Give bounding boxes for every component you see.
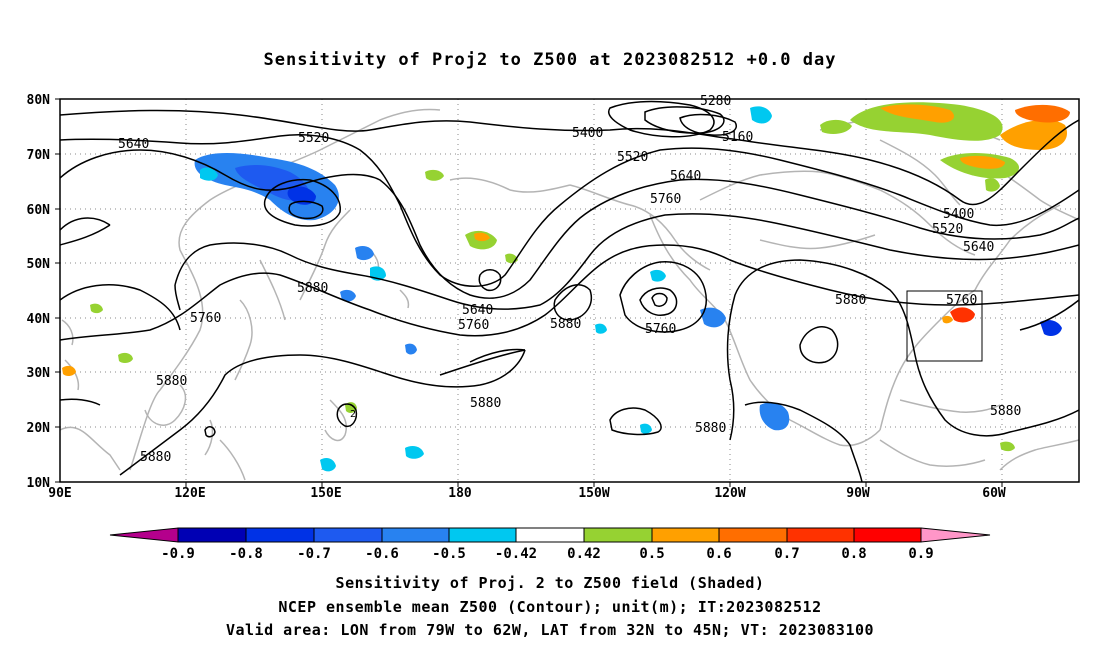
contours bbox=[60, 100, 1079, 482]
contour-label: 5880 bbox=[550, 317, 581, 332]
lat-label: 80N bbox=[27, 93, 51, 108]
contour-label: 5640 bbox=[963, 240, 994, 255]
contour-label: 5640 bbox=[670, 169, 701, 184]
contour-label: 5880 bbox=[156, 374, 187, 389]
colorbar-swatch bbox=[583, 527, 653, 543]
lat-label: 40N bbox=[27, 312, 51, 327]
colorbar-label: 0.7 bbox=[774, 546, 799, 562]
colorbar-label: -0.6 bbox=[365, 546, 399, 562]
lon-label: 90W bbox=[846, 486, 870, 501]
contour-label: 5160 bbox=[722, 130, 753, 145]
lon-label: 60W bbox=[982, 486, 1006, 501]
colorbar-label: 0.42 bbox=[567, 546, 601, 562]
lat-ticks bbox=[55, 98, 60, 483]
colorbar-swatch bbox=[177, 527, 247, 543]
colorbar-label: -0.5 bbox=[432, 546, 466, 562]
contour-label: 5880 bbox=[140, 450, 171, 465]
colorbar-label: 0.8 bbox=[841, 546, 866, 562]
colorbar-low-triangle bbox=[109, 527, 179, 543]
colorbar-swatch bbox=[245, 527, 315, 543]
lat-label: 20N bbox=[27, 421, 51, 436]
contour-label: 5880 bbox=[695, 421, 726, 436]
contour-label: 5520 bbox=[617, 150, 648, 165]
colorbar-swatch bbox=[853, 527, 922, 543]
lon-label: 180 bbox=[448, 486, 472, 501]
lat-label: 10N bbox=[27, 476, 51, 491]
lon-label: 150E bbox=[310, 486, 341, 501]
colorbar-swatch bbox=[515, 527, 585, 543]
colorbar-swatch bbox=[448, 527, 517, 543]
colorbar-label: 0.6 bbox=[706, 546, 731, 562]
contour-label: 5880 bbox=[470, 396, 501, 411]
colorbar-label: 0.9 bbox=[908, 546, 933, 562]
colorbar-swatch bbox=[718, 527, 788, 543]
contour-label: 5760 bbox=[190, 311, 221, 326]
contour-label: 5760 bbox=[946, 293, 977, 308]
contour-label: 5880 bbox=[297, 281, 328, 296]
colorbar-swatch bbox=[786, 527, 855, 543]
lat-label: 60N bbox=[27, 203, 51, 218]
contour-label: 5400 bbox=[572, 126, 603, 141]
contour-label: 5640 bbox=[118, 137, 149, 152]
lat-label: 50N bbox=[27, 257, 51, 272]
contour-label: 5520 bbox=[298, 131, 329, 146]
caption-shading: Sensitivity of Proj. 2 to Z500 field (Sh… bbox=[335, 574, 765, 592]
colorbar-label: -0.7 bbox=[297, 546, 331, 562]
colorbar-label: -0.8 bbox=[229, 546, 263, 562]
caption-valid-area: Valid area: LON from 79W to 62W, LAT fro… bbox=[225, 621, 875, 639]
contour-label: 5280 bbox=[700, 94, 731, 109]
latitude-labels: 80N 70N 60N 50N 40N 30N 20N 10N bbox=[27, 93, 51, 491]
colorbar-swatch bbox=[381, 527, 450, 543]
lon-label: 120E bbox=[174, 486, 205, 501]
contour-labels: 5640 5520 5400 5280 5160 5520 5640 5760 … bbox=[118, 94, 1021, 465]
longitude-labels: 90E 120E 150E 180 150W 120W 90W 60W bbox=[48, 486, 1006, 501]
contour-label: 5880 bbox=[990, 404, 1021, 419]
contour-label: 5520 bbox=[932, 222, 963, 237]
lon-ticks bbox=[185, 482, 1003, 487]
contour-label: 5760 bbox=[650, 192, 681, 207]
colorbar-swatch bbox=[651, 527, 720, 543]
colorbar-label: -0.42 bbox=[495, 546, 537, 562]
contour-label: 5400 bbox=[943, 207, 974, 222]
contour-label: 5880 bbox=[835, 293, 866, 308]
plot-title: Sensitivity of Proj2 to Z500 at 20230825… bbox=[263, 50, 837, 70]
valid-area-box bbox=[906, 290, 983, 362]
colorbar-label: -0.9 bbox=[161, 546, 195, 562]
contour-label-small: 2 bbox=[350, 409, 356, 420]
sensitivity-shading bbox=[62, 102, 1070, 472]
lat-label: 70N bbox=[27, 148, 51, 163]
colorbar-labels: -0.9 -0.8 -0.7 -0.6 -0.5 -0.42 0.42 0.5 … bbox=[161, 546, 934, 562]
lon-label: 120W bbox=[714, 486, 745, 501]
contour-label: 5640 bbox=[462, 303, 493, 318]
lon-label: 150W bbox=[578, 486, 609, 501]
map-border bbox=[59, 98, 1080, 483]
lon-label: 90E bbox=[48, 486, 71, 501]
colorbar-swatch bbox=[313, 527, 383, 543]
contour-label: 5760 bbox=[645, 322, 676, 337]
lat-label: 30N bbox=[27, 366, 51, 381]
colorbar-label: 0.5 bbox=[639, 546, 664, 562]
colorbar bbox=[109, 527, 991, 543]
caption-contour: NCEP ensemble mean Z500 (Contour); unit(… bbox=[278, 598, 822, 616]
colorbar-high-triangle bbox=[920, 527, 991, 543]
contour-label: 5760 bbox=[458, 318, 489, 333]
